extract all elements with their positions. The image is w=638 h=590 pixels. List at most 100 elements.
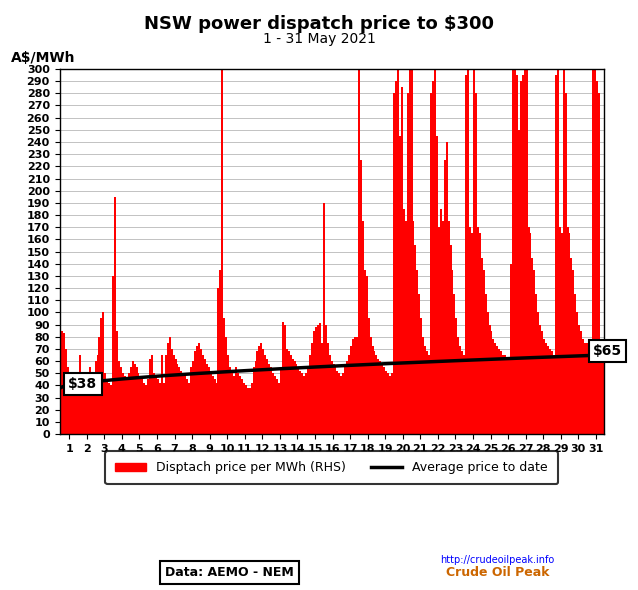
Bar [107, 379, 108, 434]
Bar [487, 312, 489, 434]
Bar [188, 383, 190, 434]
Bar [592, 69, 594, 434]
Bar [424, 346, 426, 434]
Bar [401, 87, 403, 434]
Bar [377, 359, 380, 434]
Bar [430, 93, 432, 434]
Bar [389, 376, 391, 434]
Bar [434, 69, 436, 434]
Bar [494, 343, 496, 434]
Bar [75, 385, 77, 434]
Bar [512, 69, 514, 434]
Bar [535, 294, 537, 434]
Bar [161, 355, 163, 434]
Bar [205, 363, 208, 434]
Bar [144, 383, 145, 434]
Bar [116, 330, 118, 434]
Bar [574, 294, 576, 434]
Bar [422, 337, 424, 434]
Bar [500, 352, 502, 434]
Bar [301, 373, 303, 434]
Bar [145, 385, 147, 434]
Bar [295, 363, 297, 434]
Bar [173, 355, 175, 434]
Bar [580, 330, 582, 434]
Bar [307, 367, 309, 434]
Bar [315, 327, 317, 434]
Bar [85, 385, 87, 434]
Bar [96, 355, 98, 434]
Bar [514, 69, 516, 434]
Bar [89, 367, 91, 434]
Legend: Disptach price per MWh (RHS), Average price to date: Disptach price per MWh (RHS), Average pr… [105, 451, 558, 484]
Text: $38: $38 [68, 377, 98, 391]
Bar [555, 75, 557, 434]
Bar [147, 379, 149, 434]
Text: Crude Oil Peak: Crude Oil Peak [446, 566, 549, 579]
Bar [262, 349, 264, 434]
Bar [135, 367, 138, 434]
Bar [441, 221, 443, 434]
Bar [358, 69, 360, 434]
Bar [309, 355, 311, 434]
Bar [481, 258, 483, 434]
Bar [112, 276, 114, 434]
Bar [498, 349, 500, 434]
Bar [194, 352, 196, 434]
Bar [218, 288, 219, 434]
Bar [170, 349, 173, 434]
Bar [270, 367, 272, 434]
Bar [245, 385, 247, 434]
Bar [102, 312, 105, 434]
Bar [406, 93, 408, 434]
Bar [541, 330, 543, 434]
Bar [545, 343, 547, 434]
Bar [578, 324, 580, 434]
Bar [196, 346, 198, 434]
Bar [553, 355, 555, 434]
Bar [311, 343, 313, 434]
Bar [496, 346, 498, 434]
Bar [561, 233, 563, 434]
Bar [165, 355, 167, 434]
Bar [168, 337, 171, 434]
Bar [380, 361, 382, 434]
Bar [522, 75, 524, 434]
Bar [489, 324, 491, 434]
Bar [210, 373, 212, 434]
Bar [440, 209, 441, 434]
Bar [364, 270, 366, 434]
Bar [284, 324, 286, 434]
Bar [231, 373, 233, 434]
Bar [77, 373, 79, 434]
Text: 1 - 31 May 2021: 1 - 31 May 2021 [263, 32, 375, 47]
Bar [319, 323, 321, 434]
Bar [334, 367, 336, 434]
Bar [557, 69, 559, 434]
Bar [130, 367, 131, 434]
Bar [570, 258, 572, 434]
Bar [128, 373, 130, 434]
Bar [290, 355, 292, 434]
Bar [565, 93, 567, 434]
Bar [332, 363, 334, 434]
Bar [260, 343, 262, 434]
Bar [256, 352, 258, 434]
Bar [237, 373, 239, 434]
Bar [342, 373, 345, 434]
Bar [268, 363, 270, 434]
Bar [204, 359, 206, 434]
Bar [336, 371, 338, 434]
Bar [547, 346, 549, 434]
Bar [602, 358, 604, 434]
Bar [181, 371, 182, 434]
Bar [227, 355, 229, 434]
Bar [94, 361, 96, 434]
Bar [397, 69, 399, 434]
Bar [214, 379, 216, 434]
Bar [65, 349, 68, 434]
Bar [350, 346, 352, 434]
Bar [114, 196, 116, 434]
Bar [338, 373, 340, 434]
Bar [179, 367, 181, 434]
